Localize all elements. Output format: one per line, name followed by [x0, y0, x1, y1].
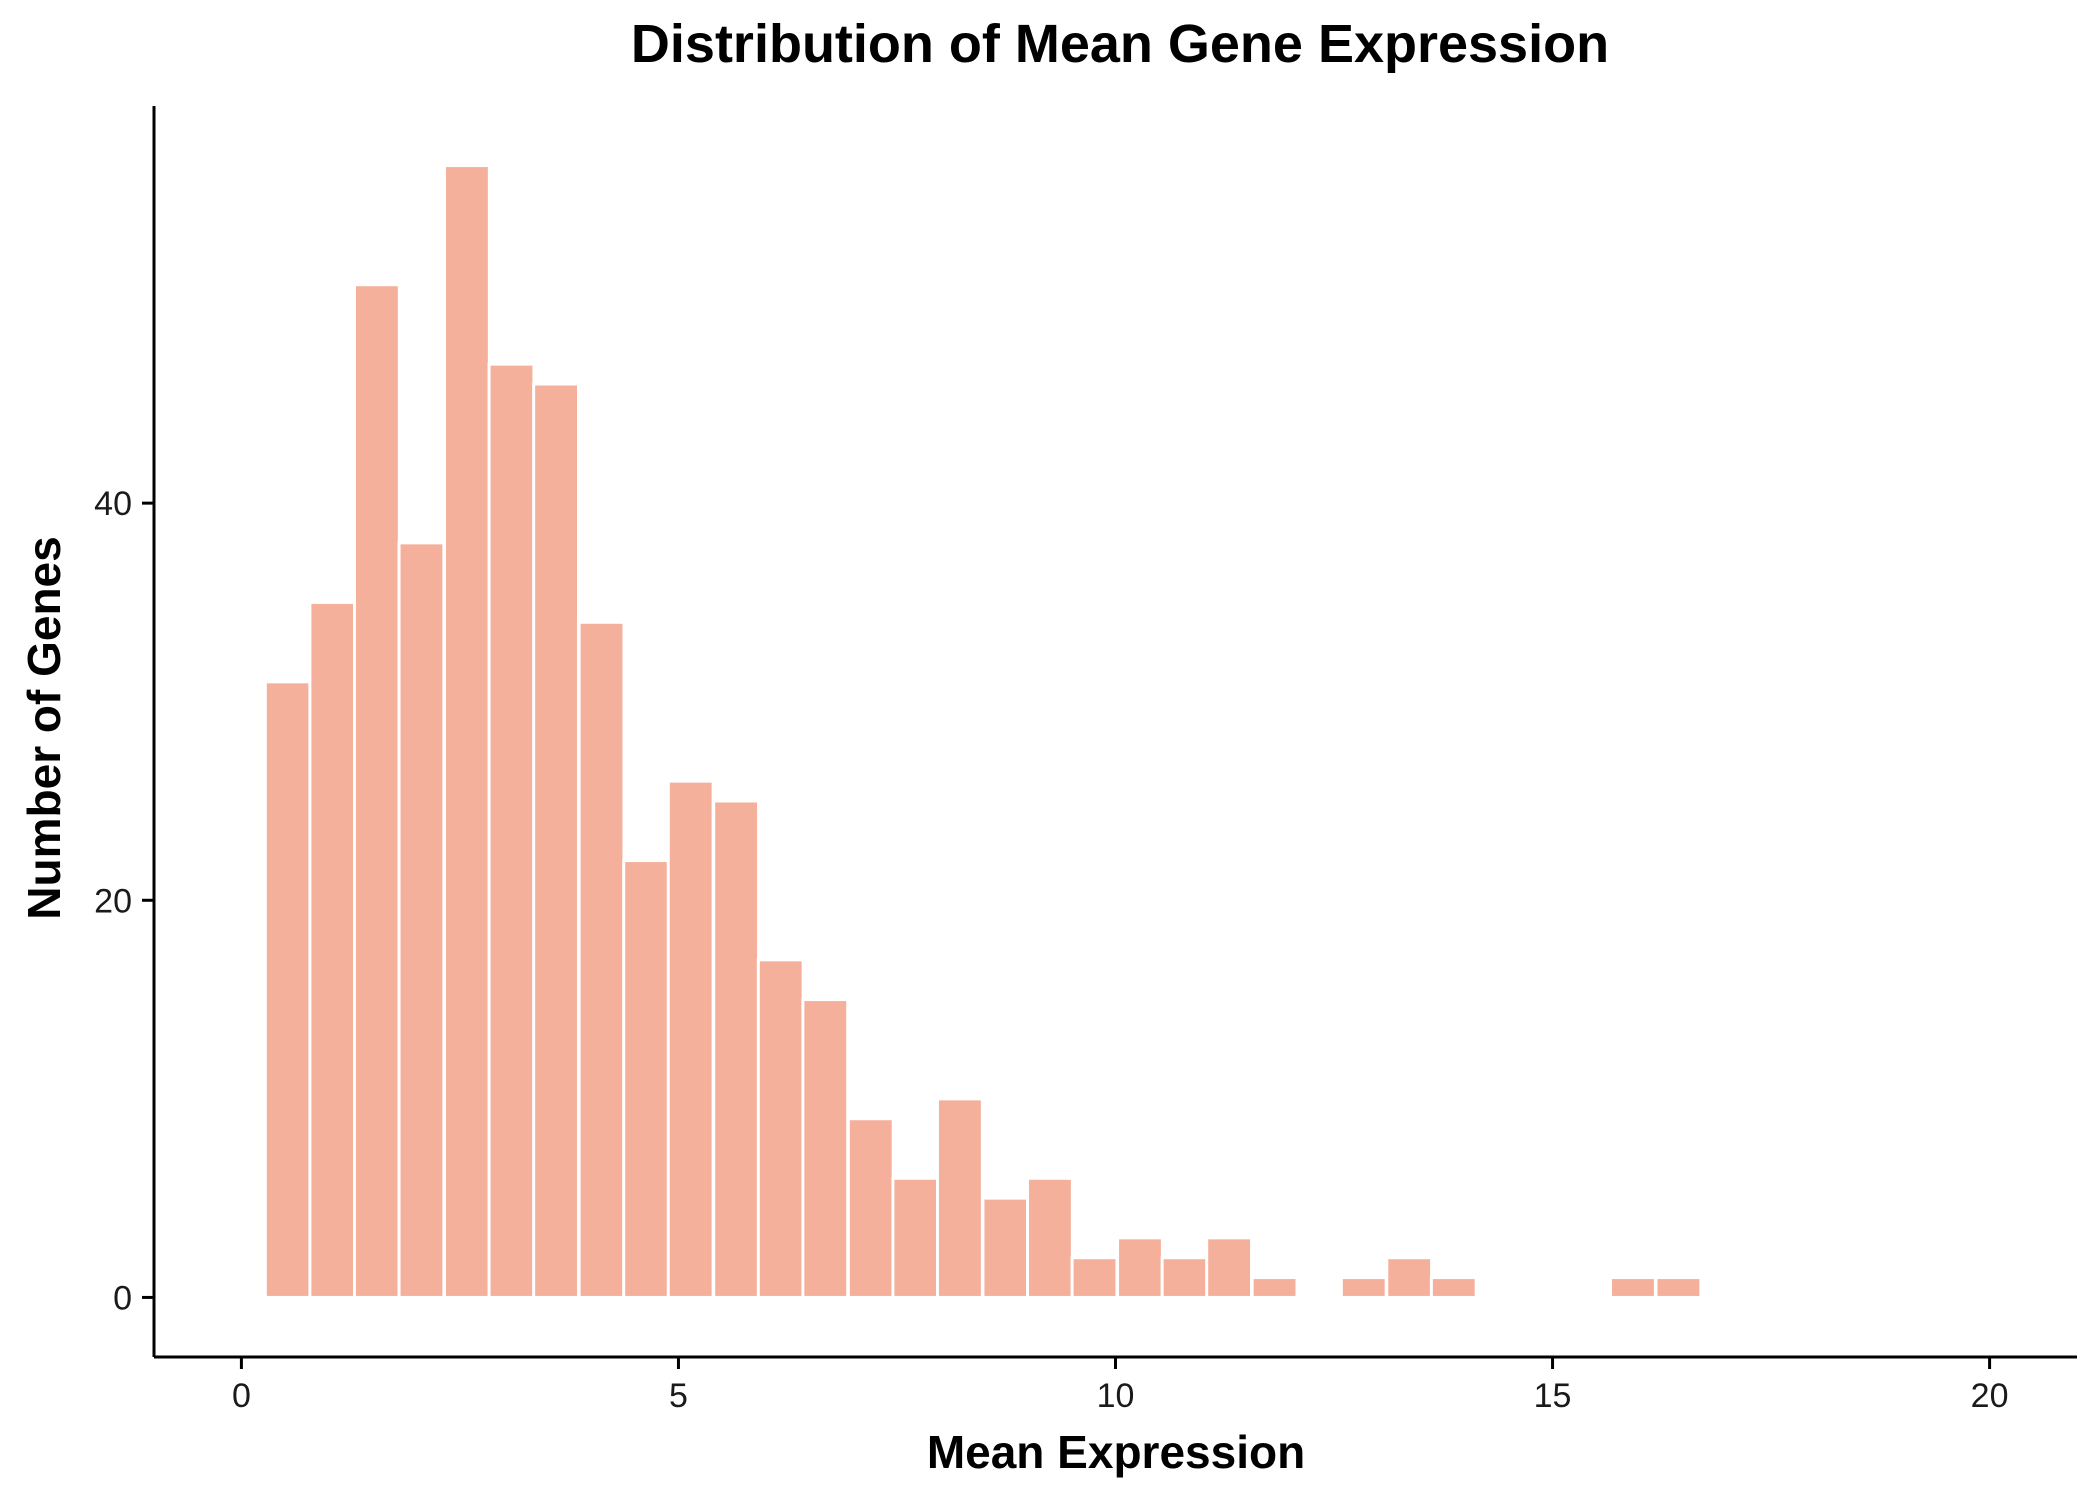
x-tick-label: 0 — [232, 1377, 251, 1415]
histogram-bar — [756, 958, 805, 1299]
histogram-bar — [1654, 1276, 1703, 1299]
y-axis-title: Number of Genes — [18, 536, 70, 919]
histogram-bar — [1026, 1176, 1074, 1299]
histogram-bar — [1339, 1276, 1388, 1299]
histogram-bar — [666, 779, 715, 1299]
histogram-bar — [622, 859, 671, 1299]
histogram-bar — [1609, 1276, 1657, 1299]
histogram-bar — [397, 541, 446, 1299]
histogram-bar — [891, 1176, 940, 1299]
y-tick-label: 20 — [94, 882, 132, 920]
chart-title: Distribution of Mean Gene Expression — [631, 14, 1609, 74]
x-tick-label: 10 — [1097, 1377, 1135, 1415]
histogram-bar — [981, 1196, 1030, 1299]
histogram-bar — [1385, 1256, 1434, 1299]
histogram-bar — [263, 680, 312, 1299]
histogram-bar — [846, 1117, 895, 1299]
y-tick-label: 40 — [94, 485, 132, 523]
histogram-bar — [1429, 1276, 1478, 1299]
histogram-bar — [1160, 1256, 1209, 1299]
x-tick-label: 5 — [669, 1377, 688, 1415]
histogram-bar — [712, 799, 761, 1299]
histogram-bar — [1250, 1276, 1299, 1299]
histogram-bar — [935, 1097, 984, 1299]
histogram-bar — [1116, 1236, 1164, 1299]
y-tick-label: 0 — [113, 1279, 132, 1317]
x-axis-title: Mean Expression — [927, 1426, 1305, 1478]
histogram-bar — [1070, 1256, 1119, 1299]
x-axis-ticks: 0 5 10 15 20 — [232, 1357, 2009, 1415]
x-tick-label: 15 — [1534, 1377, 1572, 1415]
histogram-bar — [352, 283, 401, 1299]
histogram-bar — [308, 600, 357, 1299]
histogram-bar — [443, 164, 491, 1299]
x-tick-label: 20 — [1971, 1377, 2009, 1415]
y-axis-ticks: 0 20 40 — [94, 485, 154, 1317]
bars-group — [263, 164, 1703, 1299]
histogram-bar — [487, 362, 536, 1299]
histogram-bar — [1205, 1236, 1254, 1299]
histogram-bar — [532, 382, 581, 1299]
histogram-bar — [577, 620, 626, 1299]
histogram-bar — [801, 998, 850, 1299]
